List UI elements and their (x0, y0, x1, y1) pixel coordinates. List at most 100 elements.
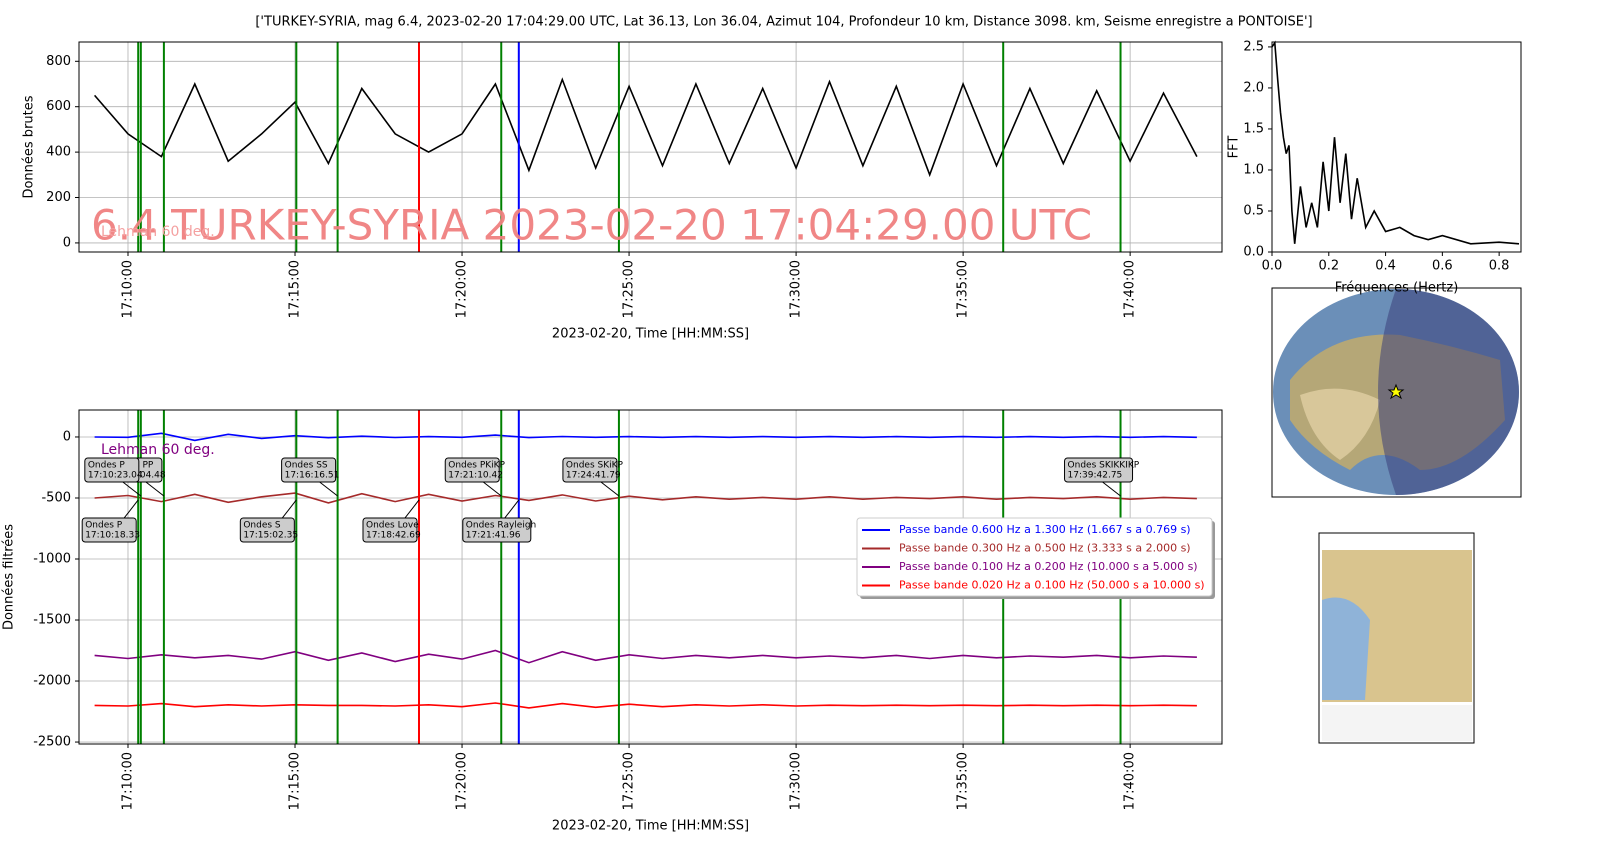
x-tick-label: 17:10:00 (120, 752, 135, 810)
x-tick-label: 0.8 (1489, 259, 1510, 274)
x-tick-label: 17:15:00 (288, 752, 303, 810)
phase-time: 17:10:18.33 (85, 530, 140, 540)
phase-time: 17:15:02.35 (243, 530, 298, 540)
y-tick-label: 0.5 (1243, 203, 1264, 218)
phase-box (84, 457, 140, 483)
phase-time: 17:21:10.42 (448, 470, 503, 480)
phase-time: 17:10:23.04 (88, 470, 143, 480)
series-line (1271, 40, 1520, 245)
phase-box (81, 517, 137, 543)
x-tick-label: 17:30:00 (789, 752, 804, 810)
x-tick-label: 17:40:00 (1123, 752, 1138, 810)
lehman-annotation: Lehman 60 deg. (101, 442, 215, 458)
x-tick-label: 17:25:00 (622, 752, 637, 810)
phase-name: Ondes S (243, 520, 281, 530)
axes-frame (1271, 41, 1522, 253)
phase-arrow (319, 481, 338, 497)
phase-arrow (281, 499, 297, 519)
x-tick-label: 17:15:00 (288, 260, 303, 318)
x-tick-label: 17:20:00 (455, 752, 470, 810)
phase-box (239, 517, 295, 543)
legend-label: Passe bande 0.300 Hz a 0.500 Hz (3.333 s… (899, 542, 1191, 555)
phase-arrow (1102, 481, 1121, 497)
x-tick-label: 17:35:00 (956, 752, 971, 810)
plot-area (79, 42, 1222, 252)
y-tick-label: -1000 (33, 552, 71, 567)
phase-name: Ondes SS (285, 460, 328, 470)
phase-box (281, 457, 337, 483)
phase-time: 17:18:42.69 (366, 530, 421, 540)
phase-name: Ondes PKiKP (448, 460, 505, 470)
phase-name: Ondes Love (366, 520, 419, 530)
y-tick-label: 1.0 (1243, 162, 1264, 177)
y-tick-label: -500 (41, 490, 71, 505)
x-tick-label: 17:10:00 (120, 260, 135, 318)
x-axis-label: Fréquences (Hertz) (1335, 281, 1459, 296)
event-annotation: 6.4 TURKEY-SYRIA 2023-02-20 17:04:29.00 … (91, 201, 1092, 250)
x-tick-label: 17:20:00 (455, 260, 470, 318)
x-tick-label: 17:40:00 (1123, 260, 1138, 318)
x-tick-label: 0.0 (1262, 259, 1283, 274)
x-axis-label: 2023-02-20, Time [HH:MM:SS] (552, 819, 749, 834)
phase-arrow (123, 499, 139, 519)
map-sea (1322, 597, 1370, 700)
map (1318, 532, 1475, 744)
phase-name: Ondes SKIKKIKP (1068, 460, 1140, 470)
y-tick-label: 0 (63, 429, 71, 444)
legend-label: Passe bande 0.100 Hz a 0.200 Hz (10.000 … (899, 560, 1198, 573)
y-tick-label: 600 (46, 99, 71, 114)
x-axis-label: 2023-02-20, Time [HH:MM:SS] (552, 327, 749, 342)
y-tick-label: 400 (46, 145, 71, 160)
legend-box (856, 517, 1213, 597)
phase-arrow (482, 481, 502, 497)
lehman-annotation: Lehman 60 deg. (101, 224, 215, 240)
x-tick-label: 17:35:00 (956, 260, 971, 318)
x-tick-label: 0.2 (1318, 259, 1339, 274)
legend-label: Passe bande 0.600 Hz a 1.300 Hz (1.667 s… (899, 523, 1191, 536)
y-tick-label: 2.0 (1243, 80, 1264, 95)
x-tick-label: 17:30:00 (789, 260, 804, 318)
y-axis-label: FFT (1227, 136, 1242, 159)
phase-box (462, 517, 532, 543)
series-line (94, 492, 1197, 504)
phase-time: 17:24:41.79 (566, 470, 621, 480)
plot-area (1272, 42, 1521, 252)
y-tick-label: 0 (63, 235, 71, 250)
phase-box (362, 517, 418, 543)
phase-time: 17:39:42.75 (1068, 470, 1123, 480)
phase-arrow (404, 499, 420, 519)
globe (1271, 287, 1522, 498)
globe-desert (1300, 388, 1380, 460)
phase-time: 17:21:41.96 (466, 530, 521, 540)
y-tick-label: 1.5 (1243, 121, 1264, 136)
axes-frame (78, 41, 1223, 253)
epicenter-star (1387, 383, 1405, 400)
phase-name: Ondes SKiKP (566, 460, 624, 470)
phase-box (562, 457, 618, 483)
y-tick-label: -2000 (33, 674, 71, 689)
x-tick-label: 0.6 (1432, 259, 1453, 274)
x-tick-label: 0.4 (1375, 259, 1396, 274)
legend-label: Passe bande 0.020 Hz a 0.100 Hz (50.000 … (899, 579, 1205, 592)
axes-frame (78, 409, 1223, 745)
phase-arrow (122, 481, 142, 497)
phase-arrow (504, 499, 520, 519)
y-tick-label: -2500 (33, 735, 71, 750)
phase-time: 17:16:16.51 (285, 470, 340, 480)
y-tick-label: 200 (46, 190, 71, 205)
phase-arrow (145, 481, 165, 497)
map-legend (1322, 705, 1472, 741)
series-line (94, 649, 1197, 664)
series-line (94, 432, 1197, 442)
y-tick-label: 0.0 (1243, 245, 1264, 260)
y-tick-label: 2.5 (1243, 39, 1264, 54)
phase-box (1064, 457, 1134, 483)
phase-name: Ondes P (85, 520, 123, 530)
y-tick-label: -1500 (33, 613, 71, 628)
phase-arrow (600, 481, 620, 497)
y-axis-label: Données brutes (22, 95, 37, 198)
y-tick-label: 800 (46, 54, 71, 69)
y-axis-label: Données filtrées (2, 524, 17, 630)
figure-title: ['TURKEY-SYRIA, mag 6.4, 2023-02-20 17:0… (255, 15, 1312, 30)
